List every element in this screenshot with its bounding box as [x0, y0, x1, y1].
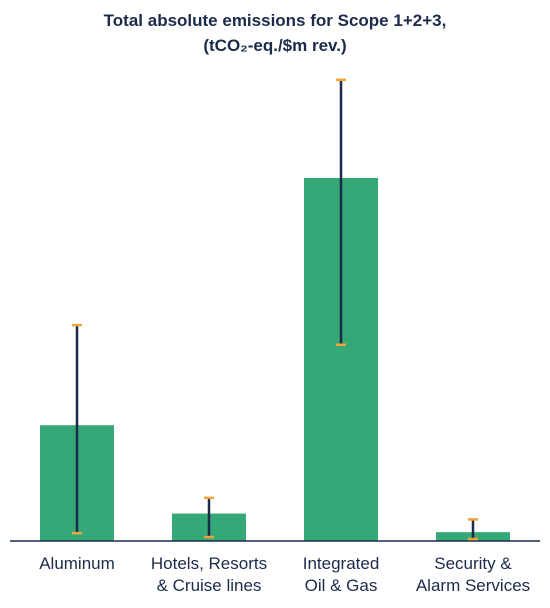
category-label-1-line-0: Hotels, Resorts	[151, 554, 267, 573]
category-label-0-line-0: Aluminum	[39, 554, 115, 573]
chart-title-line-1: Total absolute emissions for Scope 1+2+3…	[103, 11, 447, 30]
category-label-2: Integrated Oil & Gas	[303, 554, 380, 595]
category-label-3-line-0: Security &	[434, 554, 512, 573]
category-label-2-line-1: Oil & Gas	[305, 576, 378, 595]
category-label-3: Security & Alarm Services	[416, 554, 530, 595]
category-label-1: Hotels, Resorts & Cruise lines	[151, 554, 267, 595]
chart-title-line-2: (tCO₂-eq./$m rev.)	[203, 36, 347, 55]
category-label-1-line-1: & Cruise lines	[157, 576, 262, 595]
category-label-3-line-1: Alarm Services	[416, 576, 530, 595]
category-label-2-line-0: Integrated	[303, 554, 380, 573]
category-label-0: Aluminum	[39, 554, 115, 573]
